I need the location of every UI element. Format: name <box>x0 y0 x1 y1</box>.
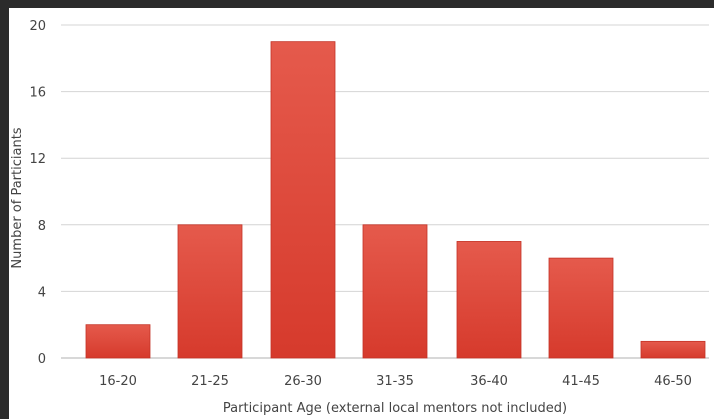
x-tick-label: 46-50 <box>654 374 692 389</box>
y-axis-title: Number of Particiants <box>10 127 25 268</box>
y-tick-label: 0 <box>38 352 46 367</box>
y-tick-label: 4 <box>38 285 46 300</box>
x-tick-label: 31-35 <box>376 374 414 389</box>
x-tick-label: 16-20 <box>99 374 137 389</box>
x-tick-label: 36-40 <box>470 374 508 389</box>
bar-41-45 <box>548 257 614 359</box>
y-tick-label: 20 <box>29 19 46 34</box>
y-tick-label: 12 <box>29 152 46 167</box>
bars <box>85 41 706 359</box>
bar-16-20 <box>85 324 151 359</box>
bar-31-35 <box>362 224 428 359</box>
y-tick-labels: 0 4 8 12 16 20 <box>29 19 46 367</box>
x-axis-title: Participant Age (external local mentors … <box>223 401 567 416</box>
bar-26-30 <box>270 41 336 359</box>
x-tick-label: 41-45 <box>562 374 600 389</box>
bar-46-50 <box>640 340 706 359</box>
bar-21-25 <box>177 224 243 359</box>
bar-chart: 0 4 8 12 16 20 16-20 21-25 26-30 31-35 36-40 41-45… <box>10 19 709 416</box>
bar-36-40 <box>456 241 522 359</box>
x-tick-label: 26-30 <box>284 374 322 389</box>
y-tick-label: 16 <box>29 86 46 101</box>
x-tick-label: 21-25 <box>191 374 229 389</box>
y-tick-label: 8 <box>38 219 46 234</box>
chart-panel: 0 4 8 12 16 20 16-20 21-25 26-30 31-35 36-40 41-45… <box>9 8 714 419</box>
x-tick-labels: 16-20 21-25 26-30 31-35 36-40 41-45 46-50 <box>99 374 692 389</box>
